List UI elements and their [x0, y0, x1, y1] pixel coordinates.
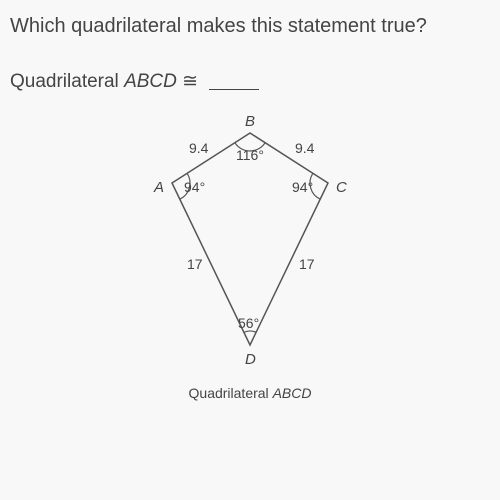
question-text: Which quadrilateral makes this statement…: [10, 15, 490, 38]
answer-blank: [209, 89, 259, 90]
caption-prefix: Quadrilateral: [189, 385, 273, 401]
diagram-container: A B C D 9.4 9.4 17 17 94° 116° 94° 56° Q…: [10, 113, 490, 393]
angle-label-d: 56°: [238, 315, 259, 331]
vertex-label-a: A: [154, 179, 164, 196]
edge-label-cd: 17: [299, 256, 315, 272]
caption-name: ABCD: [273, 385, 312, 401]
edge-label-bc: 9.4: [295, 140, 314, 156]
statement-line: Quadrilateral ABCD ≅: [10, 70, 490, 93]
kite-diagram: A B C D 9.4 9.4 17 17 94° 116° 94° 56° Q…: [130, 113, 370, 393]
kite-polygon: [172, 133, 328, 345]
vertex-label-c: C: [336, 179, 347, 196]
diagram-caption: Quadrilateral ABCD: [130, 385, 370, 401]
congruent-symbol: ≅: [182, 71, 198, 92]
angle-arc-d: [244, 331, 256, 332]
vertex-label-b: B: [245, 113, 255, 130]
statement-prefix: Quadrilateral: [10, 71, 124, 92]
edge-label-ab: 9.4: [189, 140, 208, 156]
statement-quad-name: ABCD: [124, 71, 177, 92]
angle-label-c: 94°: [292, 179, 313, 195]
vertex-label-d: D: [245, 351, 256, 368]
angle-label-b: 116°: [236, 147, 264, 163]
angle-label-a: 94°: [184, 179, 205, 195]
edge-label-da: 17: [187, 256, 203, 272]
